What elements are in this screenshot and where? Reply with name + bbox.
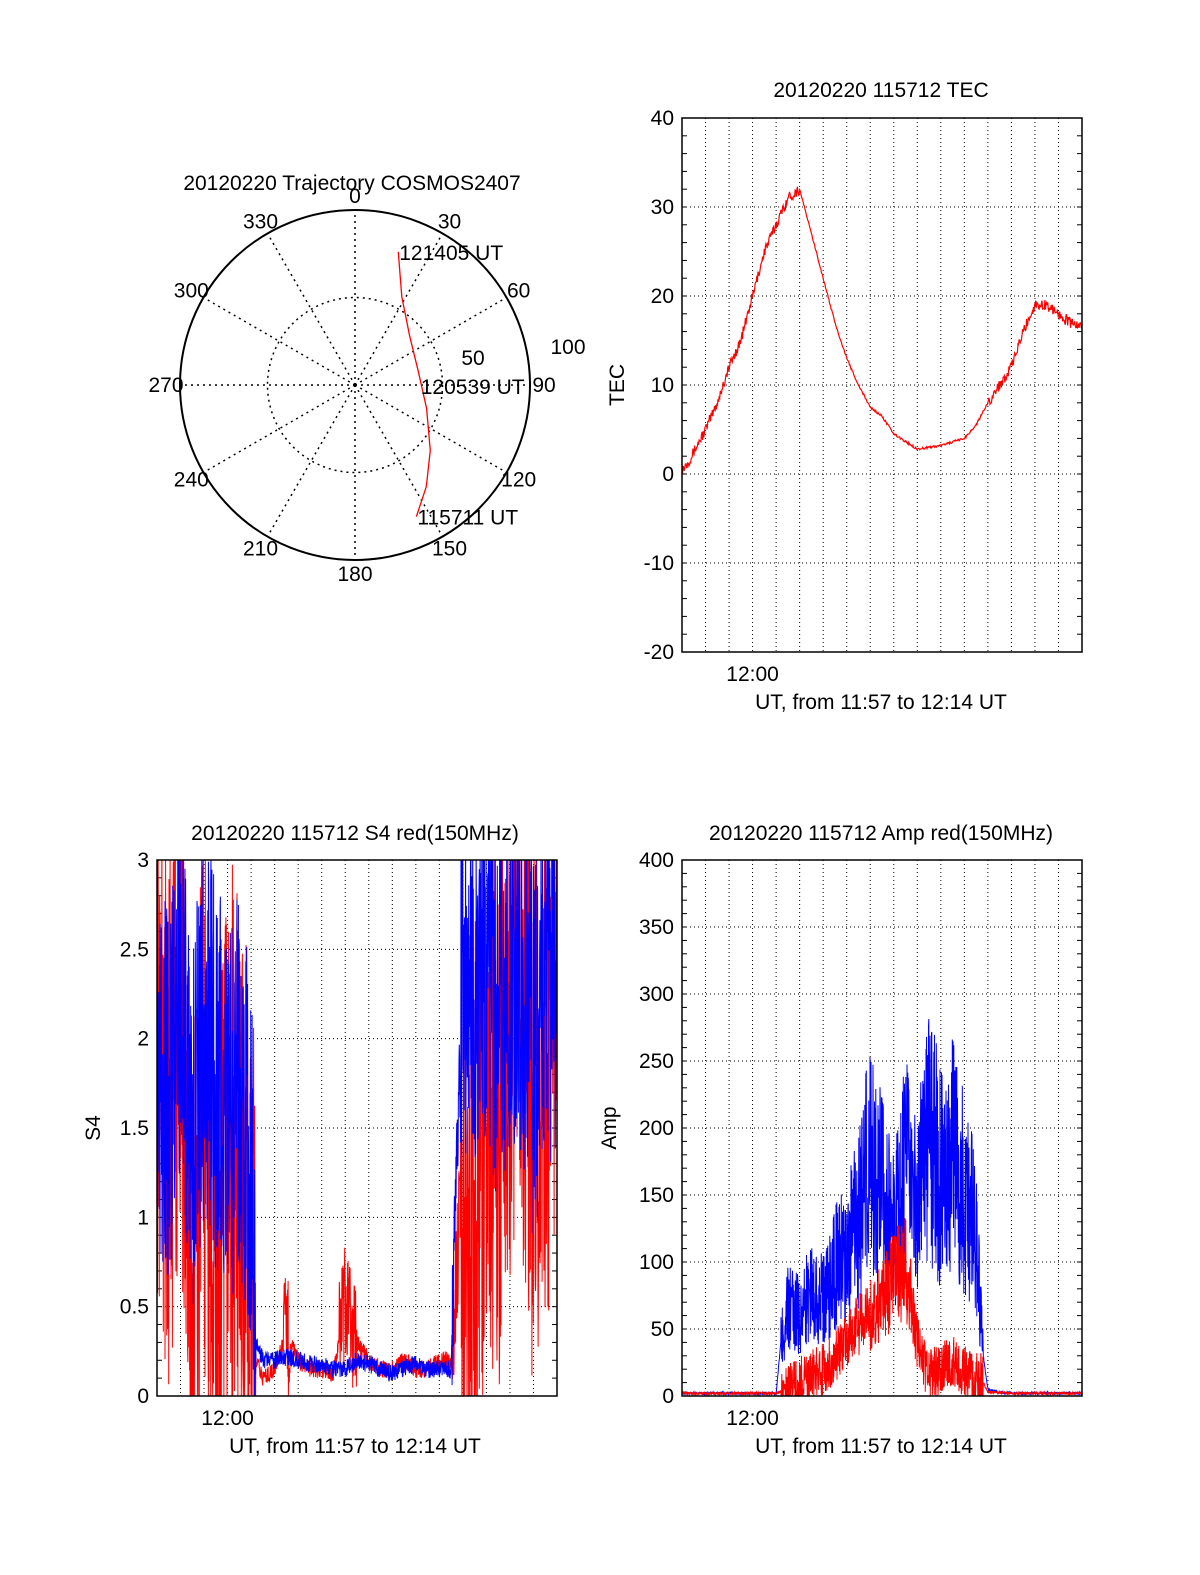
y-tick-label: 40 <box>651 107 674 130</box>
s4-y-label: S4 <box>82 1115 105 1141</box>
polar-grid-spoke <box>354 384 444 537</box>
azimuth-tick-label: 300 <box>174 280 209 303</box>
y-tick-label: 300 <box>639 983 674 1006</box>
y-tick-label: 10 <box>651 374 674 397</box>
s4-x-label: UT, from 11:57 to 12:14 UT <box>229 1435 481 1458</box>
y-tick-label: 400 <box>639 849 674 872</box>
s4-plot-area: 0 0.5 1 1.5 2 2.5 3 12:00 <box>120 849 558 1430</box>
y-tick-label: 0 <box>662 1385 674 1408</box>
amp-title: 20120220 115712 Amp red(150MHz) <box>709 822 1053 845</box>
y-tick-label: 30 <box>651 196 674 219</box>
y-tick-label: -20 <box>644 641 674 664</box>
y-tick-label: 0 <box>137 1385 149 1408</box>
y-tick-label: 1.5 <box>120 1117 149 1140</box>
trajectory-line <box>397 251 431 517</box>
series-line <box>682 186 1082 476</box>
x-tick-label: 12:00 <box>201 1407 254 1430</box>
s4-title: 20120220 115712 S4 red(150MHz) <box>191 822 519 845</box>
tec-y-label: TEC <box>606 364 629 406</box>
azimuth-tick-label: 270 <box>148 374 183 397</box>
polar-grid-spoke <box>354 384 507 474</box>
azimuth-tick-label: 0 <box>349 185 361 208</box>
polar-grid <box>179 209 531 561</box>
y-tick-label: 200 <box>639 1117 674 1140</box>
plot-frame <box>681 859 1083 1397</box>
y-tick-label: 3 <box>137 849 149 872</box>
radial-tick-label: 50 <box>461 347 484 370</box>
trajectory-title: 20120220 Trajectory COSMOS2407 <box>183 172 520 195</box>
polar-labels: 0 30 60 90 120 150 180 210 240 270 300 330 50 100 <box>148 185 585 586</box>
y-tick-label: 50 <box>651 1318 674 1341</box>
polar-grid-spoke <box>203 384 356 474</box>
y-tick-label: 2 <box>137 1028 149 1051</box>
azimuth-tick-label: 330 <box>243 210 278 233</box>
y-tick-label: 2.5 <box>120 938 149 961</box>
series-line <box>682 1018 1082 1396</box>
series-line <box>157 860 557 1396</box>
azimuth-tick-label: 90 <box>532 374 555 397</box>
polar-grid-spoke <box>203 296 356 386</box>
x-tick-label: 12:00 <box>726 663 779 686</box>
azimuth-tick-label: 150 <box>432 538 467 561</box>
y-tick-label: 1 <box>137 1206 149 1229</box>
s4-panel: 20120220 115712 S4 red(150MHz) S4 UT, fr… <box>82 822 558 1458</box>
polar-grid-spoke <box>266 384 356 537</box>
plot-frame <box>156 859 558 1397</box>
trajectory-time-annotation: 121405 UT <box>399 242 503 265</box>
x-tick-label: 12:00 <box>726 1407 779 1430</box>
azimuth-tick-label: 210 <box>243 538 278 561</box>
radial-tick-label: 100 <box>550 336 585 359</box>
y-tick-label: 0 <box>662 463 674 486</box>
y-tick-label: -10 <box>644 552 674 575</box>
polar-grid-circle <box>266 296 444 474</box>
trajectory-time-annotation: 115711 UT <box>417 507 518 530</box>
azimuth-tick-label: 30 <box>438 210 461 233</box>
y-tick-label: 0.5 <box>120 1296 149 1319</box>
series-line <box>682 1217 1082 1396</box>
y-tick-label: 150 <box>639 1184 674 1207</box>
y-tick-label: 100 <box>639 1251 674 1274</box>
polar-grid-spoke <box>354 233 444 386</box>
tec-title: 20120220 115712 TEC <box>773 79 988 102</box>
polar-grid-spoke <box>266 233 356 386</box>
amp-panel: 20120220 115712 Amp red(150MHz) Amp UT, … <box>598 822 1083 1458</box>
tec-x-label: UT, from 11:57 to 12:14 UT <box>755 691 1007 714</box>
plot-frame <box>681 117 1083 653</box>
y-tick-label: 250 <box>639 1050 674 1073</box>
tec-plot-area: -20 -10 0 10 20 30 40 12:00 <box>644 107 1083 686</box>
azimuth-tick-label: 240 <box>174 469 209 492</box>
amp-x-label: UT, from 11:57 to 12:14 UT <box>755 1435 1007 1458</box>
amp-plot-area: 0 50 100 150 200 250 300 350 400 12:00 <box>639 849 1083 1430</box>
azimuth-tick-label: 60 <box>507 280 530 303</box>
trajectory-series: 121405 UT 120539 UT 115711 UT <box>397 242 525 530</box>
polar-grid-spoke <box>354 296 507 386</box>
trajectory-time-annotation: 120539 UT <box>421 376 525 399</box>
y-tick-label: 20 <box>651 285 674 308</box>
tec-panel: 20120220 115712 TEC TEC UT, from 11:57 t… <box>606 79 1083 714</box>
y-tick-label: 350 <box>639 916 674 939</box>
trajectory-panel: 20120220 Trajectory COSMOS2407 0 30 60 90 12… <box>148 172 585 586</box>
azimuth-tick-label: 120 <box>501 469 536 492</box>
amp-y-label: Amp <box>598 1106 621 1149</box>
azimuth-tick-label: 180 <box>337 563 372 586</box>
